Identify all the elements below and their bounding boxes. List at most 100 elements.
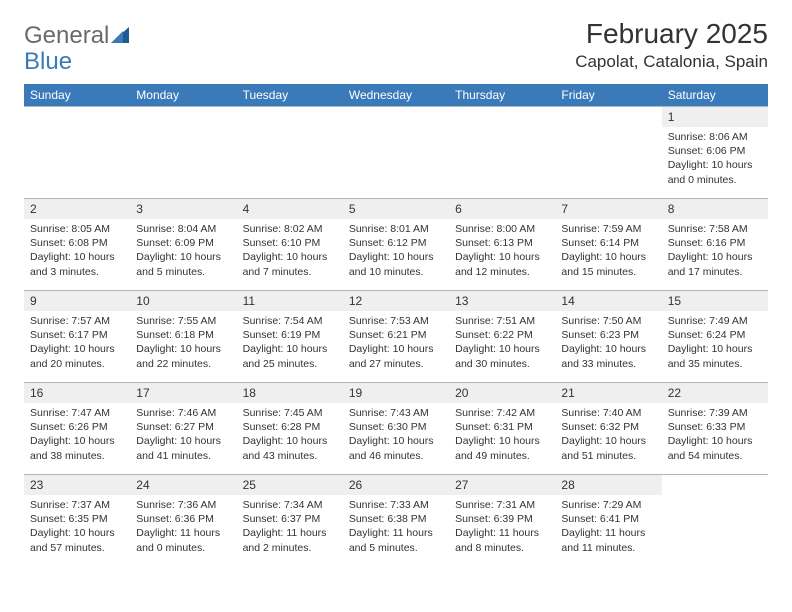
day-number: 4 xyxy=(237,199,343,219)
day-cell: 13Sunrise: 7:51 AMSunset: 6:22 PMDayligh… xyxy=(449,291,555,383)
day-cell: 23Sunrise: 7:37 AMSunset: 6:35 PMDayligh… xyxy=(24,475,130,567)
day-cell: 18Sunrise: 7:45 AMSunset: 6:28 PMDayligh… xyxy=(237,383,343,475)
day-cell: 20Sunrise: 7:42 AMSunset: 6:31 PMDayligh… xyxy=(449,383,555,475)
day-number: 13 xyxy=(449,291,555,311)
sunrise-text: Sunrise: 7:36 AM xyxy=(136,498,230,512)
day-details: Sunrise: 7:36 AMSunset: 6:36 PMDaylight:… xyxy=(130,495,236,558)
day-details: Sunrise: 7:49 AMSunset: 6:24 PMDaylight:… xyxy=(662,311,768,374)
day-details: Sunrise: 7:43 AMSunset: 6:30 PMDaylight:… xyxy=(343,403,449,466)
weekday-header: Wednesday xyxy=(343,84,449,107)
sunset-text: Sunset: 6:09 PM xyxy=(136,236,230,250)
day-details: Sunrise: 7:53 AMSunset: 6:21 PMDaylight:… xyxy=(343,311,449,374)
sunset-text: Sunset: 6:39 PM xyxy=(455,512,549,526)
day-details: Sunrise: 8:04 AMSunset: 6:09 PMDaylight:… xyxy=(130,219,236,282)
sunset-text: Sunset: 6:33 PM xyxy=(668,420,762,434)
daylight-text: Daylight: 10 hours and 0 minutes. xyxy=(668,158,762,186)
daylight-text: Daylight: 10 hours and 22 minutes. xyxy=(136,342,230,370)
week-row: 16Sunrise: 7:47 AMSunset: 6:26 PMDayligh… xyxy=(24,383,768,475)
daylight-text: Daylight: 10 hours and 30 minutes. xyxy=(455,342,549,370)
sunrise-text: Sunrise: 7:46 AM xyxy=(136,406,230,420)
daylight-text: Daylight: 10 hours and 57 minutes. xyxy=(30,526,124,554)
sunrise-text: Sunrise: 7:55 AM xyxy=(136,314,230,328)
day-number: 22 xyxy=(662,383,768,403)
day-cell: 24Sunrise: 7:36 AMSunset: 6:36 PMDayligh… xyxy=(130,475,236,567)
day-cell: 25Sunrise: 7:34 AMSunset: 6:37 PMDayligh… xyxy=(237,475,343,567)
day-cell: 27Sunrise: 7:31 AMSunset: 6:39 PMDayligh… xyxy=(449,475,555,567)
day-number: 10 xyxy=(130,291,236,311)
sunset-text: Sunset: 6:28 PM xyxy=(243,420,337,434)
day-cell: 15Sunrise: 7:49 AMSunset: 6:24 PMDayligh… xyxy=(662,291,768,383)
weekday-header: Saturday xyxy=(662,84,768,107)
sunset-text: Sunset: 6:17 PM xyxy=(30,328,124,342)
day-cell: 6Sunrise: 8:00 AMSunset: 6:13 PMDaylight… xyxy=(449,199,555,291)
daylight-text: Daylight: 10 hours and 3 minutes. xyxy=(30,250,124,278)
sunrise-text: Sunrise: 7:40 AM xyxy=(561,406,655,420)
day-cell xyxy=(555,107,661,199)
day-number: 6 xyxy=(449,199,555,219)
weekday-header: Friday xyxy=(555,84,661,107)
day-details: Sunrise: 8:02 AMSunset: 6:10 PMDaylight:… xyxy=(237,219,343,282)
day-cell: 8Sunrise: 7:58 AMSunset: 6:16 PMDaylight… xyxy=(662,199,768,291)
day-cell: 17Sunrise: 7:46 AMSunset: 6:27 PMDayligh… xyxy=(130,383,236,475)
week-row: 9Sunrise: 7:57 AMSunset: 6:17 PMDaylight… xyxy=(24,291,768,383)
day-cell: 26Sunrise: 7:33 AMSunset: 6:38 PMDayligh… xyxy=(343,475,449,567)
sunset-text: Sunset: 6:36 PM xyxy=(136,512,230,526)
day-details: Sunrise: 7:37 AMSunset: 6:35 PMDaylight:… xyxy=(24,495,130,558)
day-cell: 3Sunrise: 8:04 AMSunset: 6:09 PMDaylight… xyxy=(130,199,236,291)
daylight-text: Daylight: 10 hours and 46 minutes. xyxy=(349,434,443,462)
day-number: 2 xyxy=(24,199,130,219)
sunset-text: Sunset: 6:19 PM xyxy=(243,328,337,342)
day-cell: 21 Sunrise: 7:40 AMSunset: 6:32 PMDayligh… xyxy=(555,383,661,475)
sunrise-text: Sunrise: 7:47 AM xyxy=(30,406,124,420)
day-number: 17 xyxy=(130,383,236,403)
weekday-header-row: Sunday Monday Tuesday Wednesday Thursday… xyxy=(24,84,768,107)
day-number: 7 xyxy=(555,199,661,219)
day-number: 26 xyxy=(343,475,449,495)
sunrise-text: Sunrise: 7:57 AM xyxy=(30,314,124,328)
daylight-text: Daylight: 10 hours and 12 minutes. xyxy=(455,250,549,278)
day-number: 21 xyxy=(555,383,661,403)
sunset-text: Sunset: 6:22 PM xyxy=(455,328,549,342)
sunset-text: Sunset: 6:32 PM xyxy=(561,420,655,434)
sunset-text: Sunset: 6:16 PM xyxy=(668,236,762,250)
weekday-header: Sunday xyxy=(24,84,130,107)
logo: General Blue xyxy=(24,18,131,76)
day-details: Sunrise: 8:01 AMSunset: 6:12 PMDaylight:… xyxy=(343,219,449,282)
sunset-text: Sunset: 6:13 PM xyxy=(455,236,549,250)
day-number: 20 xyxy=(449,383,555,403)
day-cell: 4Sunrise: 8:02 AMSunset: 6:10 PMDaylight… xyxy=(237,199,343,291)
daylight-text: Daylight: 10 hours and 7 minutes. xyxy=(243,250,337,278)
day-cell: 14Sunrise: 7:50 AMSunset: 6:23 PMDayligh… xyxy=(555,291,661,383)
day-number: 19 xyxy=(343,383,449,403)
sunset-text: Sunset: 6:27 PM xyxy=(136,420,230,434)
day-cell: 1Sunrise: 8:06 AMSunset: 6:06 PMDaylight… xyxy=(662,107,768,199)
daylight-text: Daylight: 11 hours and 8 minutes. xyxy=(455,526,549,554)
sunrise-text: Sunrise: 8:02 AM xyxy=(243,222,337,236)
sunset-text: Sunset: 6:08 PM xyxy=(30,236,124,250)
daylight-text: Daylight: 10 hours and 33 minutes. xyxy=(561,342,655,370)
day-number: 5 xyxy=(343,199,449,219)
day-cell: 10Sunrise: 7:55 AMSunset: 6:18 PMDayligh… xyxy=(130,291,236,383)
sunrise-text: Sunrise: 7:33 AM xyxy=(349,498,443,512)
day-details: Sunrise: 7:42 AMSunset: 6:31 PMDaylight:… xyxy=(449,403,555,466)
sunset-text: Sunset: 6:21 PM xyxy=(349,328,443,342)
daylight-text: Daylight: 10 hours and 10 minutes. xyxy=(349,250,443,278)
day-details: Sunrise: 8:06 AMSunset: 6:06 PMDaylight:… xyxy=(662,127,768,190)
day-cell: 28Sunrise: 7:29 AMSunset: 6:41 PMDayligh… xyxy=(555,475,661,567)
day-details: Sunrise: 8:00 AMSunset: 6:13 PMDaylight:… xyxy=(449,219,555,282)
day-details: Sunrise: 7:33 AMSunset: 6:38 PMDaylight:… xyxy=(343,495,449,558)
daylight-text: Daylight: 10 hours and 51 minutes. xyxy=(561,434,655,462)
day-details: Sunrise: 7:54 AMSunset: 6:19 PMDaylight:… xyxy=(237,311,343,374)
week-row: 1Sunrise: 8:06 AMSunset: 6:06 PMDaylight… xyxy=(24,107,768,199)
day-details: Sunrise: 7:45 AMSunset: 6:28 PMDaylight:… xyxy=(237,403,343,466)
day-cell xyxy=(343,107,449,199)
logo-line2: Blue xyxy=(24,48,72,75)
daylight-text: Daylight: 10 hours and 15 minutes. xyxy=(561,250,655,278)
sunset-text: Sunset: 6:14 PM xyxy=(561,236,655,250)
sunrise-text: Sunrise: 7:43 AM xyxy=(349,406,443,420)
month-title: February 2025 xyxy=(575,18,768,50)
day-details: Sunrise: 7:58 AMSunset: 6:16 PMDaylight:… xyxy=(662,219,768,282)
logo-sail-icon xyxy=(111,25,131,48)
sunrise-text: Sunrise: 7:58 AM xyxy=(668,222,762,236)
day-cell: 5Sunrise: 8:01 AMSunset: 6:12 PMDaylight… xyxy=(343,199,449,291)
